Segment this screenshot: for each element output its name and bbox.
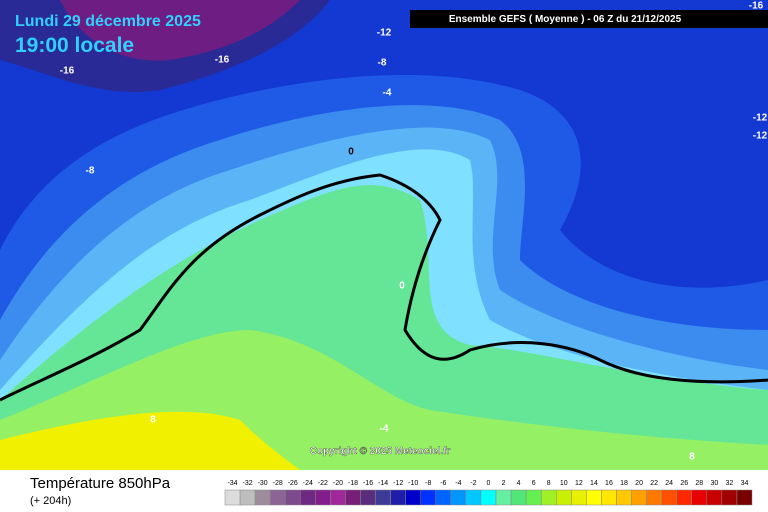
- contour-label: 0: [399, 281, 405, 292]
- scale-swatch: [631, 489, 647, 506]
- scale-swatch: [239, 489, 256, 506]
- scale-swatch: [480, 489, 497, 506]
- scale-swatch: [360, 489, 376, 506]
- scale-swatch: [571, 489, 587, 506]
- scale-label: -32: [243, 480, 253, 487]
- scale-label: 22: [650, 480, 658, 487]
- scale-swatch: [661, 489, 677, 506]
- scale-label: -34: [227, 480, 237, 487]
- scale-swatch: [706, 489, 723, 506]
- forecast-date: Lundi 29 décembre 2025: [15, 13, 201, 30]
- scale-swatch: [375, 489, 391, 506]
- scale-label: 8: [547, 480, 551, 487]
- scale-label: 4: [517, 480, 521, 487]
- scale-label: 2: [502, 480, 506, 487]
- scale-swatch: [254, 489, 271, 506]
- scale-swatch: [465, 489, 482, 506]
- scale-label: -18: [348, 480, 358, 487]
- footer-title: Température 850hPa: [30, 475, 171, 492]
- scale-swatch: [525, 489, 542, 506]
- scale-label: -14: [378, 480, 388, 487]
- scale-label: 12: [575, 480, 583, 487]
- run-info: Ensemble GEFS ( Moyenne ) - 06 Z du 21/1…: [449, 14, 682, 25]
- scale-label: -22: [318, 480, 328, 487]
- scale-swatch: [736, 489, 753, 506]
- contour-label: -16: [215, 55, 230, 66]
- scale-label: 0: [487, 480, 491, 487]
- color-scale: -34 -32 -30 -28 -26 -24 -22 -20 -18 -16 -14 -12 -10-…: [224, 480, 753, 506]
- contour-label: -12: [753, 113, 768, 124]
- scale-label: -28: [273, 480, 283, 487]
- scale-swatch: [586, 489, 602, 506]
- contour-label: -4: [383, 88, 392, 99]
- scale-swatch: [284, 489, 301, 506]
- field-purple: [60, 0, 300, 61]
- copyright: Copyright © 2025 Meteociel.fr: [310, 446, 451, 457]
- contour-label: 0: [348, 147, 354, 158]
- contour-label: 8: [150, 415, 156, 426]
- contour-label: -12: [377, 28, 392, 39]
- scale-label: -2: [470, 480, 476, 487]
- scale-swatch: [315, 489, 331, 506]
- contour-label: 8: [689, 452, 695, 463]
- scale-swatch: [540, 489, 557, 506]
- scale-label: -4: [455, 480, 461, 487]
- scale-swatch: [345, 489, 361, 506]
- scale-swatch: [435, 489, 452, 506]
- scale-swatch: [616, 489, 632, 506]
- scale-label: 20: [635, 480, 643, 487]
- zero-isotherm: [0, 173, 768, 402]
- contour-label: -4: [380, 424, 389, 435]
- scale-label: -30: [258, 480, 268, 487]
- scale-swatch: [495, 489, 512, 506]
- scale-label: -16: [363, 480, 373, 487]
- scale-label: 10: [560, 480, 568, 487]
- scale-swatch: [601, 489, 617, 506]
- scale-label: 32: [726, 480, 734, 487]
- scale-label: -10: [408, 480, 418, 487]
- scale-label: 34: [741, 480, 749, 487]
- scale-swatch: [450, 489, 467, 506]
- contour-label: -16: [749, 1, 764, 12]
- scale-label: 18: [620, 480, 628, 487]
- scale-label: 16: [605, 480, 613, 487]
- contour-label: -8: [86, 166, 95, 177]
- scale-label: 6: [532, 480, 536, 487]
- scale-swatch: [405, 489, 421, 506]
- scale-swatch: [300, 489, 316, 506]
- forecast-time: 19:00 locale: [15, 34, 134, 57]
- scale-swatch: [721, 489, 738, 506]
- run-banner: [410, 10, 768, 28]
- contour-label: -16: [60, 66, 75, 77]
- scale-swatch: [269, 489, 286, 506]
- scale-label: -12: [393, 480, 403, 487]
- scale-swatch: [676, 489, 693, 506]
- scale-swatch: [390, 489, 406, 506]
- scale-swatch: [330, 489, 346, 506]
- scale-label: -8: [425, 480, 431, 487]
- field-yellow: [0, 411, 300, 470]
- scale-swatch: [510, 489, 527, 506]
- contour-label: -8: [378, 58, 387, 69]
- scale-label: -20: [333, 480, 343, 487]
- scale-label: -24: [303, 480, 313, 487]
- scale-swatch: [556, 489, 572, 506]
- scale-swatch: [420, 489, 437, 506]
- contour-label: -12: [753, 131, 768, 142]
- scale-label: 28: [695, 480, 703, 487]
- scale-label: -6: [440, 480, 446, 487]
- scale-label: -26: [288, 480, 298, 487]
- scale-swatch: [646, 489, 662, 506]
- scale-label: 26: [680, 480, 688, 487]
- scale-swatch: [691, 489, 708, 506]
- scale-label: 14: [590, 480, 598, 487]
- footer-subtitle: (+ 204h): [30, 495, 71, 507]
- scale-label: 24: [665, 480, 673, 487]
- scale-label: 30: [710, 480, 718, 487]
- scale-swatch: [224, 489, 241, 506]
